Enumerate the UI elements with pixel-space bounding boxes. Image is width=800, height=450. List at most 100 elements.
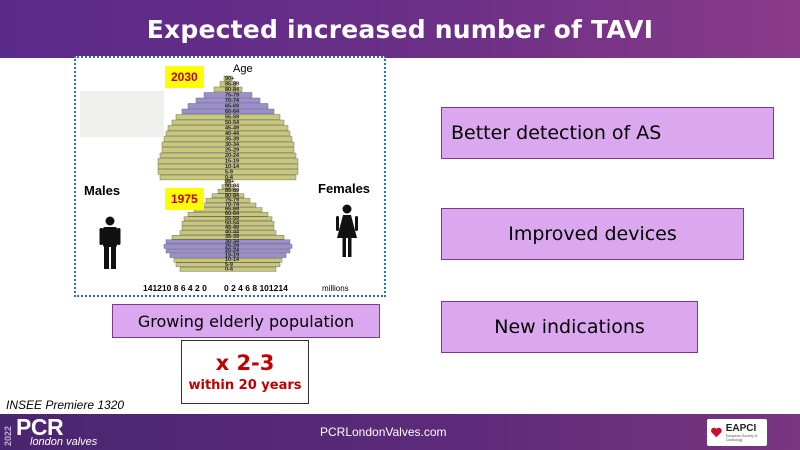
footer-url[interactable]: PCRLondonValves.com — [320, 425, 447, 439]
pyramid-1975-age-label: 5-9 — [225, 262, 233, 268]
pyramid-2030-age-label: 0-4 — [225, 175, 234, 181]
pyramid-2030-bar — [203, 92, 253, 98]
pyramid-1975-bar — [171, 234, 285, 240]
male-person-icon — [99, 216, 121, 269]
pyramid-1975-bar — [187, 211, 269, 217]
devices-box: Improved devices — [441, 208, 744, 260]
pyramid-2030-age-label: 45-49 — [225, 125, 239, 131]
pyramid-2030-age-label: 30-34 — [225, 142, 240, 148]
pyramid-2030-bar — [163, 136, 293, 142]
pyramid-2030-bar — [157, 163, 299, 170]
pyramid-1975-bar — [163, 244, 293, 249]
pyramid-2030-bar — [187, 103, 269, 109]
females-label: Females — [318, 181, 371, 196]
slide-title: Expected increased number of TAVI — [146, 14, 654, 44]
detection-text: Better detection of AS — [451, 122, 662, 144]
pcr-logo: PCR — [16, 414, 64, 440]
placeholder-box — [80, 91, 164, 137]
growing-elderly-text: Growing elderly population — [137, 311, 355, 331]
pyramid-2030-age-label: 85-89 — [225, 81, 239, 87]
axis-right-ticks: 0 2 4 6 8 101214 — [224, 283, 288, 293]
pyramid-1975-age-label: 90-94 — [225, 184, 240, 190]
pyramid-2030-bar — [175, 114, 281, 120]
pyramid-1975-age-label: 25-29 — [225, 243, 239, 249]
pyramid-2030-bar — [219, 81, 237, 87]
pyramid-1975-bar — [183, 216, 273, 222]
pyramid-1975-age-label: 50-54 — [225, 220, 240, 226]
pyramid-2030-age-label: 90+ — [225, 76, 234, 82]
pyramid-2030-age-label: 25-29 — [225, 147, 239, 153]
pyramid-2030-age-label: 55-59 — [225, 114, 239, 120]
pyramid-1975-age-label: 0-4 — [225, 266, 234, 272]
multiplier-box: x 2-3 within 20 years — [181, 340, 309, 404]
pyramid-2030-age-label: 40-44 — [225, 131, 240, 137]
pyramid-1975-bar — [224, 179, 232, 185]
pyramid-2030-age-label: 75-79 — [225, 92, 239, 98]
pyramid-1975-bar — [181, 225, 275, 231]
eapci-text: EAPCI — [725, 422, 757, 434]
heart-icon — [710, 427, 722, 438]
pyramid-1975-bar — [165, 248, 291, 254]
pyramid-2030-age-label: 20-24 — [225, 153, 240, 159]
pyramid-2030-age-label: 80-84 — [225, 87, 240, 93]
footer-year: 2022 — [3, 425, 13, 446]
pyramid-1975-bar — [179, 230, 277, 235]
pyramid-1975-bar — [173, 258, 283, 263]
female-person-icon — [336, 204, 358, 257]
eapci-subtext: European Society of Cardiology — [725, 433, 758, 442]
age-heading: Age — [233, 63, 253, 75]
males-label: Males — [84, 183, 121, 198]
pyramid-1975-age-label: 20-24 — [225, 248, 240, 254]
pyramid-2030-age-label: 15-19 — [225, 158, 239, 164]
pyramid-1975-bar — [169, 253, 287, 258]
pyramid-2030-age-label: 70-74 — [225, 98, 240, 104]
pyramid-2030-bar — [213, 86, 243, 93]
indications-box: New indications — [441, 301, 698, 353]
year-badge-2030: 2030 — [165, 66, 204, 88]
pyramid-1975-age-label: 80-84 — [225, 193, 240, 199]
pyramid-2030-bar — [223, 75, 233, 82]
multiplier-caption: within 20 years — [188, 378, 302, 393]
axis-left-ticks: 141210 8 6 4 2 0 — [143, 283, 207, 293]
pyramid-2030-bar — [159, 152, 297, 159]
pyramid-1975-bar — [221, 184, 235, 189]
pyramid-2030-bar — [157, 169, 299, 175]
axis-unit: millions — [322, 284, 349, 293]
pyramid-2030-bar — [161, 147, 295, 153]
pyramid-2030-age-label: 10-14 — [225, 164, 240, 170]
pyramid-2030-bar — [165, 130, 291, 137]
pyramid-1975-bar — [205, 198, 251, 203]
pyramid-1975-bar — [217, 188, 239, 194]
pyramid-2030-age-label: 50-54 — [225, 120, 240, 126]
eapci-logo: EAPCI European Society of Cardiology — [707, 419, 767, 446]
pyramid-2030-age-label: 5-9 — [225, 169, 233, 175]
pyramid-1975-bar — [179, 267, 277, 272]
pyramid-2030-bar — [167, 125, 289, 131]
pyramid-2030-bar — [171, 119, 285, 126]
pyramid-1975-age-label: 55-59 — [225, 216, 239, 222]
pyramid-2030-bar — [161, 141, 295, 148]
pyramid-1975-age-label: 15-19 — [225, 253, 239, 259]
london-valves-logo: london valves — [30, 436, 98, 448]
indications-text: New indications — [494, 316, 645, 338]
pyramid-2030-bar — [181, 108, 275, 115]
growing-elderly-box: Growing elderly population — [112, 304, 380, 338]
pyramid-1975-bar — [165, 239, 291, 245]
pyramid-1975-age-label: 45-49 — [225, 225, 239, 231]
pyramid-2030-bar — [195, 97, 261, 104]
pyramid-1975-bar — [181, 221, 275, 226]
pyramid-2030-age-label: 65-69 — [225, 103, 239, 109]
pyramid-1975-age-label: 35-39 — [225, 234, 239, 240]
pyramid-1975-age-label: 75-79 — [225, 197, 239, 203]
pyramid-1975-bar — [175, 262, 281, 267]
pyramid-1975-age-label: 70-74 — [225, 202, 240, 208]
multiplier-value: x 2-3 — [215, 351, 275, 375]
footer-bar: 2022 PCR london valves PCRLondonValves.c… — [0, 414, 800, 450]
year-badge-1975: 1975 — [165, 188, 204, 210]
devices-text: Improved devices — [508, 223, 677, 245]
pyramid-1975-age-label: 85-89 — [225, 188, 239, 194]
pyramid-1975-age-label: 10-14 — [225, 257, 240, 263]
pyramid-2030-age-label: 35-39 — [225, 136, 239, 142]
source-citation: INSEE Premiere 1320 — [6, 398, 125, 412]
